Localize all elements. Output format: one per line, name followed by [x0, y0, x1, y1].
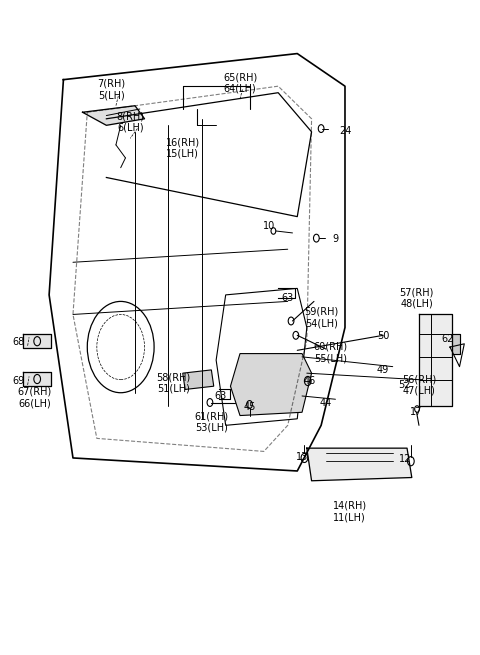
Text: 45: 45 [243, 402, 256, 412]
Polygon shape [23, 334, 51, 348]
Text: 60(RH)
55(LH): 60(RH) 55(LH) [313, 341, 348, 363]
Text: 69: 69 [12, 376, 24, 386]
Text: 24: 24 [339, 126, 351, 136]
Polygon shape [230, 354, 312, 415]
Polygon shape [419, 314, 452, 405]
Text: 59(RH)
54(LH): 59(RH) 54(LH) [304, 307, 338, 329]
Text: 14(RH)
11(LH): 14(RH) 11(LH) [333, 500, 367, 522]
Text: 8(RH)
6(LH): 8(RH) 6(LH) [116, 111, 144, 133]
Text: 49: 49 [377, 365, 389, 375]
Polygon shape [23, 372, 51, 386]
Text: 52: 52 [398, 380, 411, 390]
Text: 56(RH)
47(LH): 56(RH) 47(LH) [402, 374, 436, 396]
Text: 63: 63 [215, 391, 227, 401]
Text: 62: 62 [442, 334, 454, 345]
Text: 50: 50 [377, 331, 389, 341]
Text: 7(RH)
5(LH): 7(RH) 5(LH) [97, 79, 125, 100]
Polygon shape [307, 448, 412, 481]
Text: 10: 10 [263, 221, 275, 231]
Text: 12: 12 [398, 455, 411, 464]
Text: 58(RH)
51(LH): 58(RH) 51(LH) [156, 372, 190, 394]
Text: 61(RH)
53(LH): 61(RH) 53(LH) [194, 411, 228, 433]
Text: 44: 44 [320, 398, 332, 407]
Polygon shape [83, 105, 144, 125]
Text: 17: 17 [410, 407, 423, 417]
Text: 65(RH)
64(LH): 65(RH) 64(LH) [223, 72, 257, 94]
Text: 46: 46 [303, 376, 315, 386]
Text: 9: 9 [332, 234, 338, 244]
Text: 16(RH)
15(LH): 16(RH) 15(LH) [166, 138, 200, 159]
Text: 57(RH)
48(LH): 57(RH) 48(LH) [399, 288, 434, 309]
Text: 63: 63 [282, 293, 294, 303]
Text: 68: 68 [12, 337, 24, 347]
Text: 13: 13 [296, 452, 308, 462]
Text: 67(RH)
66(LH): 67(RH) 66(LH) [18, 386, 52, 408]
Polygon shape [452, 334, 459, 354]
Polygon shape [183, 370, 214, 390]
